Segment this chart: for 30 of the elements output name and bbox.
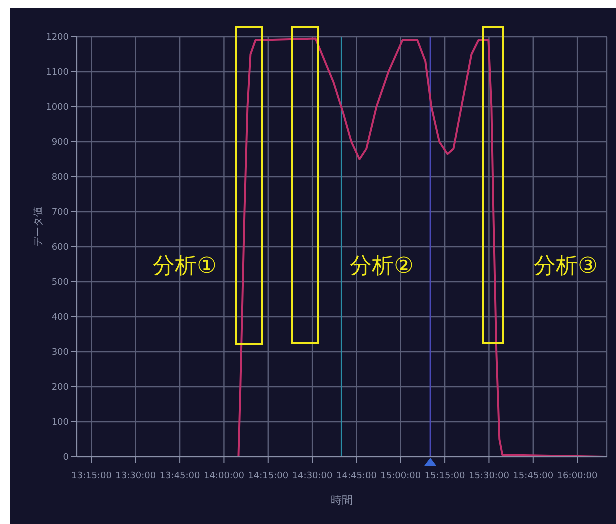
y-tick-label: 1200 <box>46 33 70 44</box>
x-tick-label: 14:00:00 <box>204 471 245 482</box>
x-tick-label: 14:15:00 <box>248 471 289 482</box>
x-tick-label: 14:45:00 <box>336 471 378 482</box>
y-tick-label: 1100 <box>46 68 70 78</box>
annotation: 分析③ <box>534 254 598 280</box>
y-tick-label: 600 <box>52 243 70 254</box>
x-tick-label: 13:30:00 <box>116 471 156 482</box>
x-tick-label: 15:00:00 <box>380 471 422 482</box>
x-tick-label: 15:45:00 <box>513 471 554 482</box>
annotation: 分析② <box>350 254 414 280</box>
x-tick-label: 16:00:00 <box>557 471 598 482</box>
x-tick-label: 13:45:00 <box>160 471 201 482</box>
y-tick-label: 700 <box>52 208 70 218</box>
y-tick-label: 400 <box>52 313 70 324</box>
x-tick-label: 15:30:00 <box>469 471 510 482</box>
x-tick-label: 14:30:00 <box>292 471 334 482</box>
y-tick-label: 900 <box>52 138 70 148</box>
y-tick-label: 300 <box>52 348 70 358</box>
y-tick-label: 200 <box>52 383 70 394</box>
y-tick-label: 100 <box>52 418 70 428</box>
y-axis-title: データ値 <box>32 207 45 247</box>
x-axis-title: 時間 <box>331 494 353 507</box>
x-tick-label: 15:15:00 <box>424 471 466 482</box>
y-tick-label: 1000 <box>46 103 70 114</box>
y-tick-label: 500 <box>52 278 70 288</box>
x-tick-label: 13:15:00 <box>72 471 112 482</box>
annotation: 分析① <box>153 254 217 280</box>
y-tick-label: 800 <box>52 173 70 184</box>
y-tick-label: 0 <box>63 453 70 464</box>
